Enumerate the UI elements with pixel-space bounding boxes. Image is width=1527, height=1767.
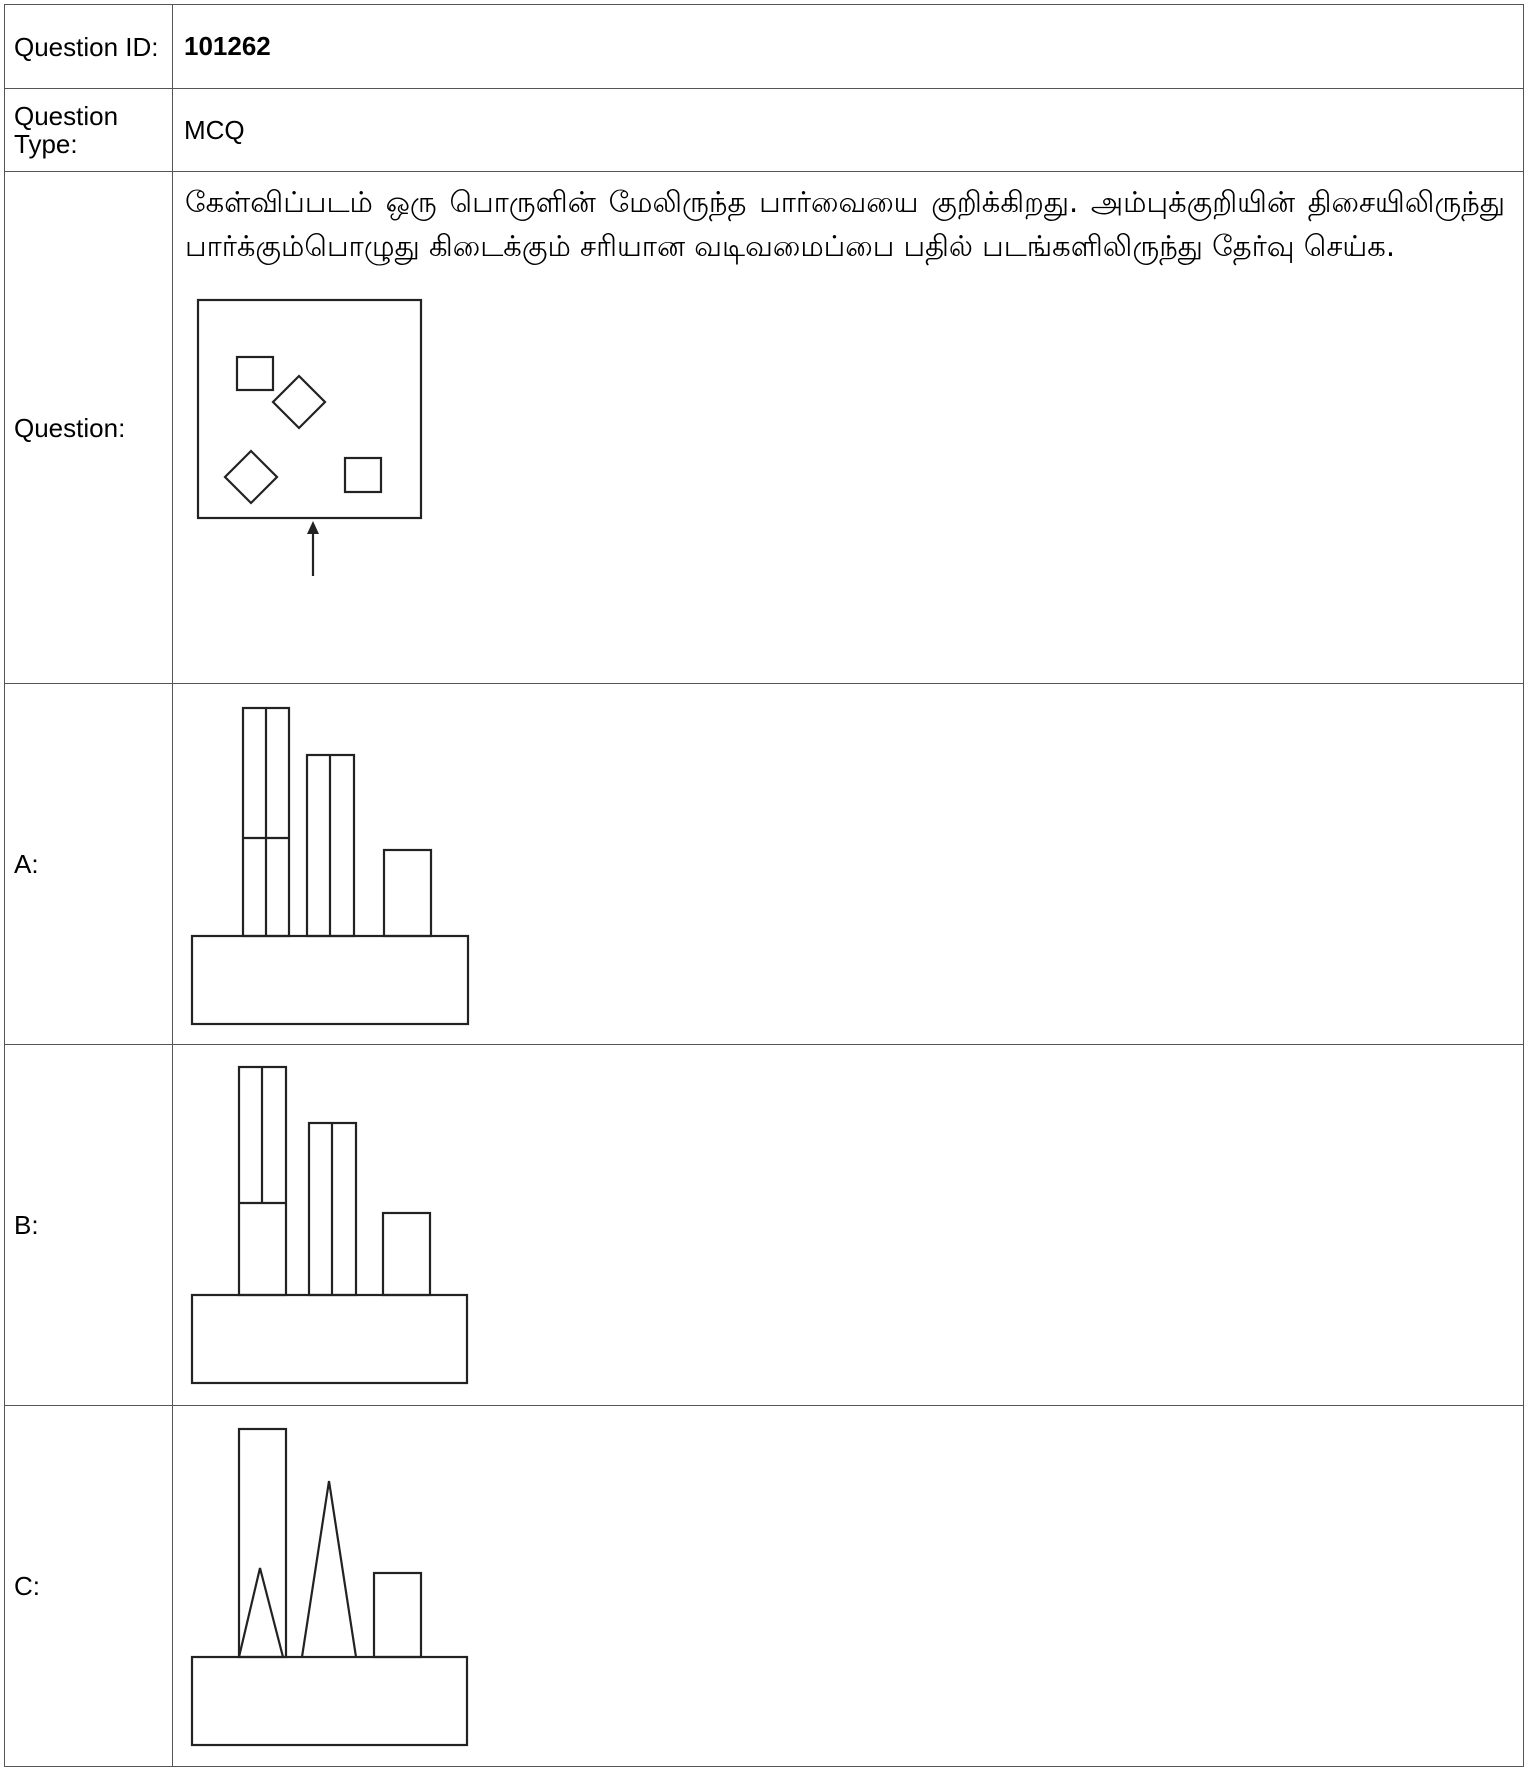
question-type-value: MCQ: [172, 88, 1524, 172]
top-view-diamond-1: [271, 374, 327, 430]
question-type-row: Question Type: MCQ: [4, 88, 1524, 172]
option-c-large-triangle: [300, 1480, 358, 1658]
question-type-label: Question Type:: [4, 88, 173, 172]
option-c-short-block: [372, 1571, 423, 1659]
option-b-content: [172, 1044, 1524, 1406]
option-b-row: B:: [4, 1044, 1524, 1406]
option-b-short-block: [381, 1211, 432, 1297]
option-c-content: [172, 1405, 1524, 1767]
option-c-base: [190, 1655, 469, 1747]
question-id-label: Question ID:: [4, 4, 173, 89]
question-table: Question ID: 101262 Question Type: MCQ Q…: [4, 4, 1524, 1767]
top-view-figure: [196, 298, 423, 576]
option-a-row: A:: [4, 683, 1524, 1045]
option-a-figure: [190, 706, 470, 1026]
option-a-content: [172, 683, 1524, 1045]
option-a-label: A:: [4, 683, 173, 1045]
question-text: கேள்விப்படம் ஒரு பொருளின் மேலிருந்த பார்…: [185, 185, 1505, 263]
question-content: கேள்விப்படம் ஒரு பொருளின் மேலிருந்த பார்…: [172, 171, 1524, 684]
top-view-outline: [196, 298, 423, 520]
top-view-diamond-2: [223, 449, 279, 505]
top-view-square-2: [343, 456, 383, 494]
top-view-square-1: [235, 355, 275, 392]
arrow-head-icon: [307, 521, 319, 534]
option-a-base: [190, 934, 470, 1026]
option-c-label: C:: [4, 1405, 173, 1767]
option-a-short-block: [382, 848, 433, 938]
option-b-figure: [190, 1065, 469, 1385]
question-id-value: 101262: [172, 4, 1524, 89]
option-c-figure: [190, 1427, 469, 1747]
option-c-row: C:: [4, 1405, 1524, 1767]
option-b-label: B:: [4, 1044, 173, 1406]
question-row: Question: கேள்விப்படம் ஒரு பொருளின் மேலி…: [4, 171, 1524, 684]
question-label: Question:: [4, 171, 173, 684]
question-id-row: Question ID: 101262: [4, 4, 1524, 89]
option-c-small-triangle: [237, 1567, 285, 1658]
option-b-base: [190, 1293, 469, 1385]
option-c-tall-block: [237, 1427, 288, 1659]
